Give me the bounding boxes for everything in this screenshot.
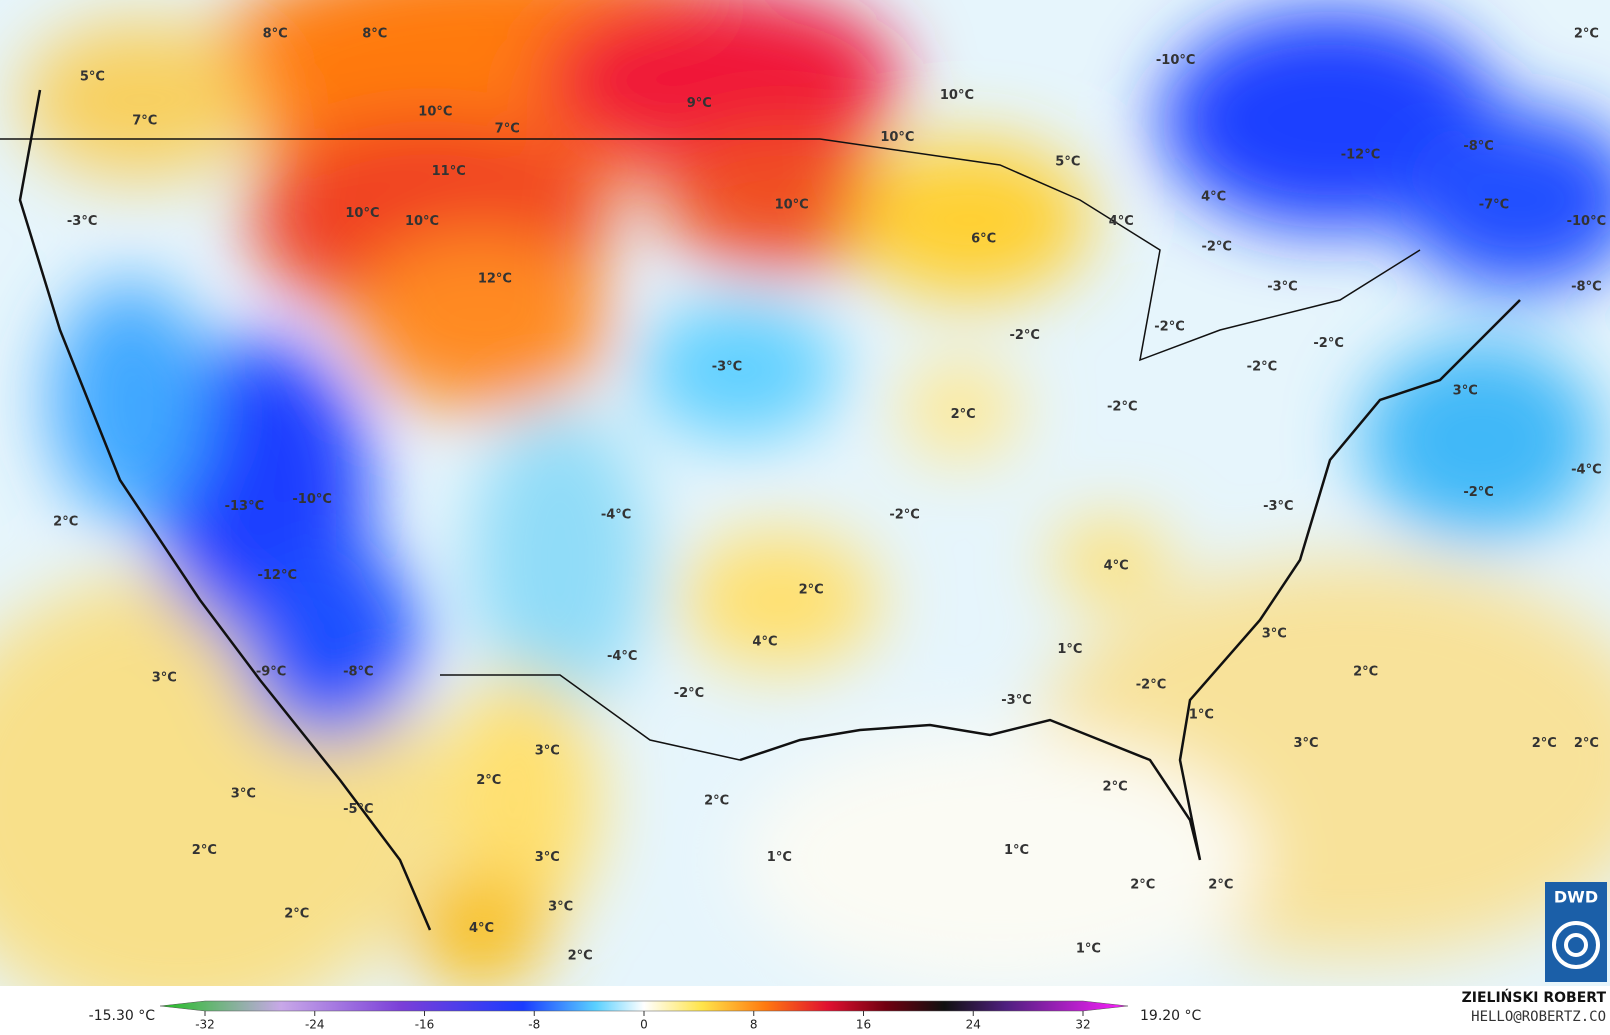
temp-label: -2°C: [1154, 320, 1184, 335]
temp-label: 1°C: [1189, 707, 1214, 722]
temp-label: 3°C: [548, 899, 573, 914]
temperature-labels: 8°C 8°C 5°C 7°C 10°C 7°C 9°C 10°C 10°C -10°C 2°C -1…: [53, 26, 1606, 963]
temp-label: 10°C: [405, 214, 439, 229]
temp-label: 8°C: [362, 26, 387, 41]
temp-label: 2°C: [568, 949, 593, 964]
temp-label: 7°C: [495, 122, 520, 137]
temp-label: 3°C: [1453, 383, 1478, 398]
temp-label: -3°C: [1001, 693, 1031, 708]
temp-label: 8°C: [263, 26, 288, 41]
temp-label: 1°C: [1076, 941, 1101, 956]
temp-label: -2°C: [1463, 485, 1493, 500]
temp-label: 5°C: [80, 69, 105, 84]
temp-label: 3°C: [1262, 626, 1287, 641]
temp-label: -7°C: [1479, 198, 1509, 213]
temp-label: 2°C: [951, 407, 976, 422]
temp-label: -9°C: [256, 664, 286, 679]
min-label: -15.30 °C: [89, 1008, 156, 1024]
temp-label: 10°C: [418, 104, 452, 119]
temp-label: -12°C: [257, 568, 297, 583]
temp-label: -2°C: [1201, 240, 1231, 255]
temp-label: 2°C: [799, 582, 824, 597]
temp-label: 3°C: [1294, 736, 1319, 751]
temp-label: 10°C: [345, 206, 379, 221]
temp-label: 2°C: [1103, 779, 1128, 794]
temp-label: -2°C: [1313, 336, 1343, 351]
temp-label: -10°C: [1567, 214, 1607, 229]
temp-label: -2°C: [674, 686, 704, 701]
colorbar-tick-label: -32: [195, 1018, 215, 1032]
temp-label: -2°C: [889, 507, 919, 522]
temp-label: 4°C: [469, 921, 494, 936]
temp-label: -4°C: [1571, 462, 1601, 477]
temp-label: 4°C: [1104, 559, 1129, 574]
temp-label: -3°C: [712, 360, 742, 375]
temp-label: 4°C: [1109, 214, 1134, 229]
temp-label: 2°C: [1574, 736, 1599, 751]
colorbar: -32 -24 -16 -8 0 8 16 24 32: [159, 1000, 1129, 1032]
temp-label: -5°C: [343, 802, 373, 817]
temp-label: 11°C: [432, 164, 466, 179]
colorbar-tick-label: 24: [966, 1018, 981, 1032]
logo-text: DWD: [1554, 888, 1598, 907]
temp-label: 10°C: [880, 130, 914, 145]
temp-label: 1°C: [1004, 843, 1029, 858]
temp-label: -3°C: [1263, 499, 1293, 514]
temp-label: 1°C: [1057, 642, 1082, 657]
temp-label: 2°C: [53, 515, 78, 530]
max-label: 19.20 °C: [1140, 1008, 1202, 1024]
temp-label: 3°C: [535, 743, 560, 758]
colorbar-tick-label: 32: [1075, 1018, 1090, 1032]
temp-label: -13°C: [225, 499, 265, 514]
temp-label: -2°C: [1107, 400, 1137, 415]
temp-label: 4°C: [752, 635, 777, 650]
temp-label: 10°C: [775, 198, 809, 213]
colorbar-tick-label: -16: [415, 1018, 435, 1032]
temp-label: -10°C: [292, 492, 332, 507]
temp-label: -3°C: [67, 214, 97, 229]
temp-label: 2°C: [1353, 664, 1378, 679]
temp-label: -8°C: [1463, 139, 1493, 154]
colorbar-tick-label: 0: [640, 1018, 648, 1032]
temp-label: -8°C: [343, 664, 373, 679]
temp-label: 7°C: [132, 114, 157, 129]
temp-label: 3°C: [152, 671, 177, 686]
temp-label: 10°C: [940, 88, 974, 103]
temp-label: 2°C: [192, 843, 217, 858]
colorbar-tick-label: 8: [750, 1018, 758, 1032]
temp-label: 9°C: [687, 96, 712, 111]
colorbar-tick-label: 16: [856, 1018, 871, 1032]
temp-label: 2°C: [284, 906, 309, 921]
temp-label: -2°C: [1136, 678, 1166, 693]
temp-label: -3°C: [1267, 280, 1297, 295]
contact: HELLO@ROBERTZ.CO: [1471, 1009, 1606, 1025]
temp-label: 12°C: [478, 272, 512, 287]
temp-label: 2°C: [1208, 878, 1233, 893]
temp-label: 3°C: [535, 850, 560, 865]
temp-label: -12°C: [1341, 147, 1381, 162]
temp-label: 3°C: [231, 786, 256, 801]
temp-label: -4°C: [607, 649, 637, 664]
temp-label: 2°C: [1574, 26, 1599, 41]
temp-label: 4°C: [1201, 189, 1226, 204]
author: ZIELIŃSKI ROBERT: [1462, 988, 1607, 1006]
colorbar-tick-label: -24: [305, 1018, 325, 1032]
temp-label: 1°C: [767, 850, 792, 865]
temp-label: 5°C: [1055, 155, 1080, 170]
colorbar-bar: [159, 1000, 1129, 1012]
colorbar-tick-label: -8: [528, 1018, 540, 1032]
temp-label: 2°C: [704, 794, 729, 809]
temp-label: -2°C: [1009, 328, 1039, 343]
temp-label: 2°C: [476, 773, 501, 788]
logo: DWD: [1545, 882, 1607, 982]
temp-label: -4°C: [601, 507, 631, 522]
temp-label: 2°C: [1532, 736, 1557, 751]
temp-label: -8°C: [1571, 280, 1601, 295]
temp-label: 6°C: [971, 232, 996, 247]
temp-label: -2°C: [1247, 360, 1277, 375]
temp-label: 2°C: [1130, 878, 1155, 893]
temp-label: -10°C: [1156, 53, 1196, 68]
